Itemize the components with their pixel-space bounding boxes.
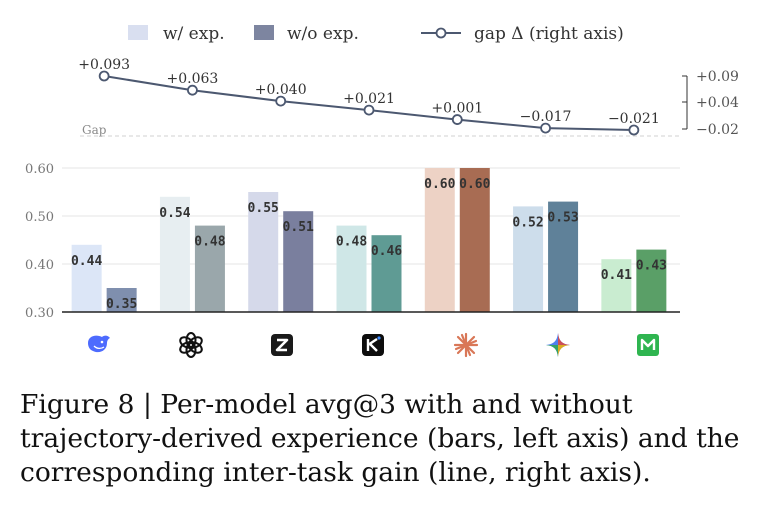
- left-axis-tick-label: 0.30: [25, 306, 54, 321]
- bar-without-exp: [106, 288, 137, 312]
- gap-point: [187, 84, 198, 96]
- left-axis-tick-label: 0.40: [25, 258, 54, 273]
- gap-line-panel: Gap +0.09 +0.04 −0.02 +0.093 +0.063 +0.040…: [78, 57, 739, 138]
- bar-label-with-exp: 0.54: [159, 206, 190, 221]
- gap-point: [451, 114, 463, 125]
- bar-without-exp: [194, 225, 225, 312]
- bar-label-without-exp: 0.43: [636, 259, 667, 274]
- bar-label-with-exp: 0.44: [71, 254, 102, 269]
- gap-point: [275, 95, 287, 107]
- gap-value-label: −0.017: [520, 109, 572, 125]
- bar-with-exp: [71, 244, 102, 312]
- bar-label-with-exp: 0.41: [601, 268, 632, 283]
- bar-label-with-exp: 0.48: [336, 235, 367, 250]
- bar-without-exp: [371, 235, 402, 312]
- kimi-icon: [362, 334, 384, 356]
- bar-without-exp: [636, 249, 667, 312]
- bar-label-with-exp: 0.55: [248, 201, 279, 216]
- gap-point: [628, 124, 640, 136]
- bar-with-exp: [513, 206, 544, 312]
- legend-label-with-exp: w/ exp.: [163, 24, 225, 44]
- gap-value-label: +0.063: [167, 71, 219, 87]
- bar-label-without-exp: 0.35: [106, 297, 137, 312]
- bar-without-exp: [548, 201, 579, 312]
- bar-with-exp: [248, 192, 279, 312]
- bar-label-with-exp: 0.52: [512, 215, 543, 230]
- bar-label-with-exp: 0.60: [424, 177, 455, 192]
- grouped-bar-chart: w/ exp. w/o exp. gap Δ (right axis) Gap …: [25, 24, 739, 358]
- legend-swatch-with-exp: [128, 25, 148, 40]
- category-icon-row: [88, 332, 659, 358]
- zhipu-icon: [271, 334, 293, 356]
- gemini-icon: [546, 333, 570, 357]
- bar-label-without-exp: 0.46: [371, 244, 402, 259]
- gap-point: [98, 70, 110, 82]
- bar-panel: 0.30 0.40 0.50 0.60 0.44 0.35 0.54 0.48 0.55 0.51…: [25, 162, 680, 321]
- bar-with-exp: [336, 225, 367, 312]
- legend-label-without-exp: w/o exp.: [287, 24, 359, 44]
- bar-label-without-exp: 0.60: [459, 177, 490, 192]
- minimax-icon: [637, 334, 659, 356]
- right-axis-tick-label-bottom: −0.02: [696, 122, 739, 138]
- bar-with-exp: [424, 168, 455, 312]
- bar-with-exp: [159, 196, 190, 312]
- bar-without-exp: [459, 168, 490, 312]
- left-axis-tick-label: 0.60: [25, 162, 54, 177]
- bar-label-without-exp: 0.53: [547, 211, 578, 226]
- legend-line-marker: [435, 27, 447, 39]
- bar-without-exp: [283, 211, 314, 312]
- legend-swatch-without-exp: [254, 25, 274, 40]
- legend: w/ exp. w/o exp. gap Δ (right axis): [128, 24, 624, 44]
- deepseek-icon: [88, 335, 110, 353]
- gap-point: [363, 104, 375, 116]
- left-axis-tick-label: 0.50: [25, 210, 54, 225]
- legend-label-gap: gap Δ (right axis): [474, 24, 624, 44]
- gap-baseline-label: Gap: [82, 123, 107, 137]
- right-axis-tick-label-mid: +0.04: [696, 95, 739, 111]
- gap-point: [540, 122, 551, 134]
- gap-value-label: −0.021: [608, 111, 660, 127]
- bar-label-without-exp: 0.48: [194, 235, 225, 250]
- gap-value-label: +0.093: [78, 57, 130, 73]
- claude-icon: [453, 332, 479, 358]
- bar-with-exp: [601, 259, 632, 312]
- gap-value-label: +0.021: [343, 91, 395, 107]
- gap-value-label: +0.040: [255, 82, 307, 98]
- figure-caption: Figure 8 | Per-model avg@3 with and with…: [20, 389, 740, 488]
- openai-icon: [179, 332, 203, 358]
- right-axis-tick-label-top: +0.09: [696, 69, 739, 85]
- gap-value-label: +0.001: [431, 101, 483, 117]
- bar-label-without-exp: 0.51: [283, 220, 314, 235]
